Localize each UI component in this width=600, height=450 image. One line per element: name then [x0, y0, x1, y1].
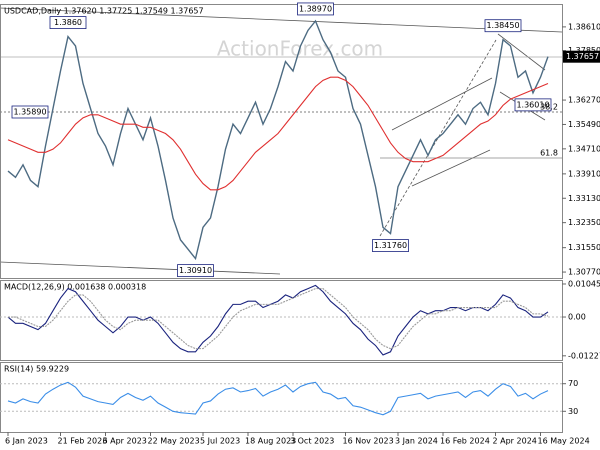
annotation-box: [514, 98, 552, 112]
y-tick-label: 1.33910: [568, 169, 600, 178]
series-line: [7, 381, 549, 416]
price-title: USDCAD,Daily 1.37620 1.37725 1.37549 1.3…: [4, 7, 204, 16]
y-tick-label: 1.31550: [568, 243, 600, 252]
last-price-box: [563, 50, 600, 63]
trend-line: [391, 77, 493, 131]
y-tick-label: 0.00: [568, 313, 586, 322]
y-tick-label: 1.37850: [568, 46, 600, 55]
y-tick-label: 1.32350: [568, 218, 600, 227]
y-tick-label: 1.34710: [568, 144, 600, 153]
x-tick-label: 5 Jul 2023: [200, 437, 240, 446]
macd-panel: [0, 280, 563, 361]
series-line: [7, 19, 549, 261]
trend-line: [379, 39, 497, 237]
y-tick-label: 1.38610: [568, 22, 600, 31]
trend-line: [411, 149, 491, 187]
x-tick-label: 21 Feb 2023: [58, 437, 108, 446]
annotation-box: [11, 105, 49, 119]
annotation: 61.8: [540, 149, 558, 158]
trend-lines: [0, 7, 563, 275]
x-tick-label: 22 May 2023: [148, 437, 200, 446]
x-tick-label: 6 Apr 2023: [103, 437, 147, 446]
annotation: 38.2: [540, 103, 558, 112]
y-tick-label: 1.30770: [568, 268, 600, 277]
trend-line: [0, 261, 281, 275]
y-tick-label: 30: [568, 407, 578, 416]
series-line: [8, 288, 549, 350]
annotation: 1.35890: [13, 108, 46, 117]
annotation: 1.30910: [179, 266, 212, 275]
annotation-box: [484, 19, 522, 33]
trend-line: [0, 7, 563, 33]
x-tick-label: 2 Apr 2024: [493, 437, 537, 446]
rsi-panel: [0, 362, 563, 433]
annotation-box: [372, 239, 409, 252]
x-tick-label: 6 Jan 2023: [5, 437, 48, 446]
y-tick-label: -0.012276: [568, 351, 600, 360]
rsi-title: RSI(14) 59.9229: [4, 365, 69, 374]
price-panel: [0, 4, 563, 279]
annotation-box: [49, 16, 87, 29]
series-line: [7, 76, 549, 191]
annotation-box: [177, 264, 214, 278]
x-tick-label: 16 May 2024: [538, 437, 590, 446]
trend-line: [497, 33, 546, 71]
annotation: 1.38970: [299, 4, 332, 13]
annotation: 1.38450: [486, 21, 519, 30]
y-tick-label: 1.35490: [568, 120, 600, 129]
y-tick-label: 1.33130: [568, 194, 600, 203]
annotation: 1.3860: [54, 18, 82, 27]
macd-title: MACD(12,26,9) 0.001638 0.000318: [4, 283, 146, 292]
annotation-box: [297, 2, 334, 16]
y-tick-label: 0.010457: [568, 279, 600, 288]
x-tick-label: 3 Jan 2024: [395, 437, 438, 446]
y-tick-label: 1.36270: [568, 96, 600, 105]
x-tick-label: 16 Nov 2023: [343, 437, 394, 446]
annotation: 1.31760: [374, 241, 407, 250]
annotation: 1.36010: [516, 100, 549, 109]
x-tick-label: 16 Feb 2024: [440, 437, 490, 446]
x-tick-label: 18 Aug 2023: [245, 437, 296, 446]
y-tick-label: 70: [568, 379, 578, 388]
x-tick-label: 3 Oct 2023: [290, 437, 334, 446]
last-price-label: 1.37657: [566, 52, 599, 61]
